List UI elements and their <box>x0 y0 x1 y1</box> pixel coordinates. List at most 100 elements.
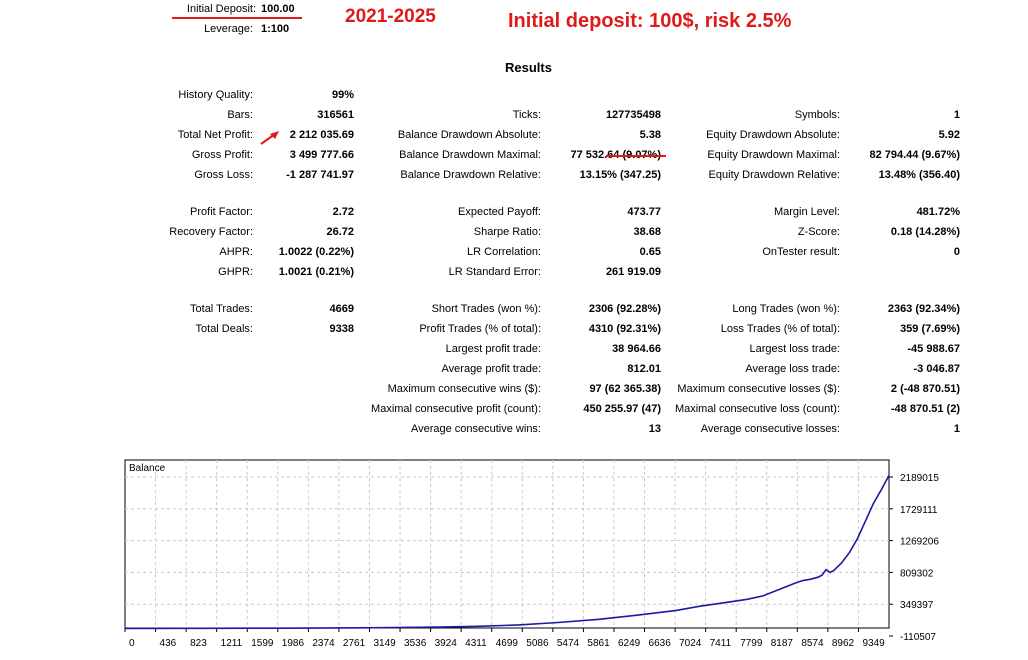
deposit-underline <box>172 17 302 19</box>
col2-label: Average profit trade: <box>441 363 541 375</box>
x-tick-label: 4699 <box>496 638 519 649</box>
x-tick-label: 7411 <box>710 638 732 649</box>
x-tick-label: 3149 <box>373 638 396 649</box>
leverage-label: Leverage: <box>204 23 253 35</box>
col1-value: 2.72 <box>332 206 354 218</box>
col3-value: 1 <box>953 423 960 435</box>
col1-value: 1.0021 (0.21%) <box>278 266 354 278</box>
col3-label: Largest loss trade: <box>749 343 841 355</box>
col3-label: Loss Trades (% of total): <box>720 323 840 335</box>
profit-arrow-icon <box>260 131 279 145</box>
col1-label: History Quality: <box>178 89 253 101</box>
col1-value: 3 499 777.66 <box>289 149 354 161</box>
col1-value: 2 212 035.69 <box>289 129 354 141</box>
col3-label: Maximum consecutive losses ($): <box>677 383 840 395</box>
x-tick-label: 8574 <box>801 638 824 649</box>
col1-value: 26.72 <box>326 226 354 238</box>
col1-label: Gross Profit: <box>191 149 253 161</box>
x-tick-label: 3924 <box>435 638 458 649</box>
col2-label: LR Standard Error: <box>448 266 541 278</box>
col3-label: Equity Drawdown Maximal: <box>707 149 840 161</box>
col2-label: LR Correlation: <box>467 246 541 258</box>
col3-value: 359 (7.69%) <box>900 323 960 335</box>
col2-value: 0.65 <box>639 246 661 258</box>
col2-value: 5.38 <box>639 129 661 141</box>
col2-value: 473.77 <box>627 206 661 218</box>
col3-label: Long Trades (won %): <box>732 303 840 315</box>
col3-label: Symbols: <box>794 109 840 121</box>
col1-value: -1 287 741.97 <box>286 169 354 181</box>
col1-label: Total Deals: <box>195 323 253 335</box>
col1-value: 1.0022 (0.22%) <box>278 246 354 258</box>
x-tick-label: 8962 <box>832 638 855 649</box>
y-tick-label: -110507 <box>900 632 936 643</box>
col3-value: 82 794.44 (9.67%) <box>869 149 960 161</box>
deposit-risk-annotation: Initial deposit: 100$, risk 2.5% <box>508 10 792 32</box>
col2-value: 127735498 <box>605 109 661 121</box>
col1-label: Profit Factor: <box>190 206 253 218</box>
x-tick-label: 6249 <box>618 638 641 649</box>
col1-value: 9338 <box>329 323 354 335</box>
x-tick-label: 6636 <box>649 638 672 649</box>
col3-value: 0 <box>953 246 960 258</box>
x-tick-label: 823 <box>190 638 207 649</box>
col1-label: Bars: <box>227 109 253 121</box>
x-tick-label: 7799 <box>740 638 763 649</box>
col1-label: AHPR: <box>219 246 253 258</box>
col3-value: -48 870.51 (2) <box>890 403 960 415</box>
col2-label: Short Trades (won %): <box>431 303 541 315</box>
balance-chart: 2189015 1729111 1269206 809302 349397 -110507… <box>124 459 939 649</box>
x-tick-label: 2761 <box>343 638 366 649</box>
col2-value: 97 (62 365.38) <box>589 383 661 395</box>
initial-deposit-label: Initial Deposit: <box>186 3 256 15</box>
x-tick-label: 0 <box>129 638 135 649</box>
col3-label: Average loss trade: <box>745 363 840 375</box>
chart-title: Balance <box>129 463 166 474</box>
col1-label: Total Net Profit: <box>177 129 253 141</box>
x-tick-label: 8187 <box>771 638 794 649</box>
col3-value: 0.18 (14.28%) <box>890 226 960 238</box>
results-title: Results <box>505 60 552 75</box>
y-tick-label: 1269206 <box>900 537 939 548</box>
col2-value: 13 <box>648 423 661 435</box>
col2-label: Average consecutive wins: <box>410 423 541 435</box>
col3-label: Equity Drawdown Absolute: <box>706 129 840 141</box>
col3-value: -45 988.67 <box>907 343 960 355</box>
col2-label: Balance Drawdown Absolute: <box>397 129 541 141</box>
x-tick-label: 1986 <box>282 638 305 649</box>
x-tick-label: 5474 <box>557 638 580 649</box>
col2-value: 38 964.66 <box>612 343 661 355</box>
col2-value: 13.15% (347.25) <box>579 169 661 181</box>
col2-value: 261 919.09 <box>605 266 661 278</box>
col2-label: Expected Payoff: <box>458 206 541 218</box>
col1-value: 316561 <box>317 109 354 121</box>
x-tick-label: 2374 <box>312 638 335 649</box>
x-tick-label: 436 <box>160 638 177 649</box>
col3-value: 2363 (92.34%) <box>887 303 960 315</box>
leverage-value: 1:100 <box>261 23 290 35</box>
x-tick-label: 1211 <box>221 638 243 649</box>
col3-label: OnTester result: <box>762 246 840 258</box>
col2-label: Ticks: <box>512 109 541 121</box>
col2-value: 812.01 <box>627 363 661 375</box>
col3-value: 481.72% <box>916 206 960 218</box>
y-tick-label: 1729111 <box>900 505 938 516</box>
col2-label: Balance Drawdown Relative: <box>400 169 541 181</box>
y-tick-label: 349397 <box>900 600 934 611</box>
col2-value: 4310 (92.31%) <box>588 323 661 335</box>
drawdown-underline <box>606 155 666 157</box>
col2-label: Profit Trades (% of total): <box>419 323 541 335</box>
col2-value: 450 255.97 (47) <box>583 403 661 415</box>
col1-label: GHPR: <box>218 266 253 278</box>
x-tick-label: 4311 <box>465 638 487 649</box>
col3-value: 5.92 <box>938 129 960 141</box>
col2-value: 2306 (92.28%) <box>588 303 661 315</box>
col3-label: Z-Score: <box>797 226 840 238</box>
col3-value: 2 (-48 870.51) <box>890 383 960 395</box>
col1-label: Gross Loss: <box>194 169 253 181</box>
x-tick-label: 5086 <box>526 638 549 649</box>
col2-label: Maximal consecutive profit (count): <box>371 403 541 415</box>
plot-frame <box>124 459 890 629</box>
x-tick-label: 3536 <box>404 638 427 649</box>
col1-label: Total Trades: <box>190 303 253 315</box>
